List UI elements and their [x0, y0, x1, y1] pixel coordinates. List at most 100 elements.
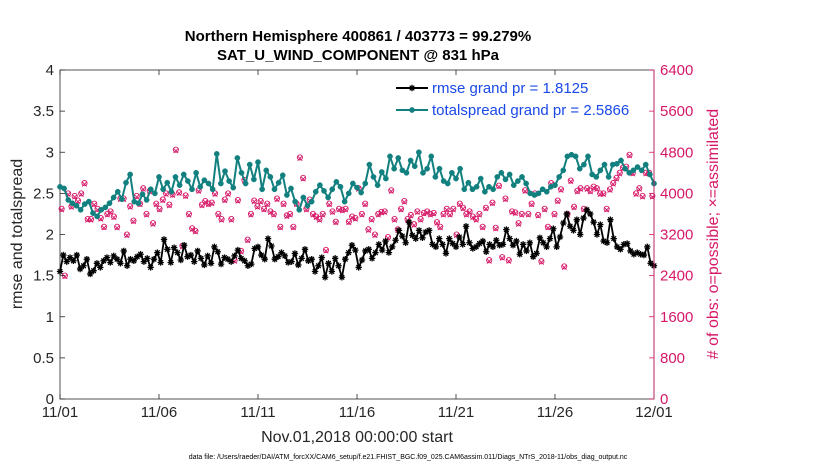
rmse-point — [321, 274, 329, 281]
totalspread-point — [477, 175, 484, 182]
rmse-point — [415, 227, 423, 234]
obs-assimilated-point — [72, 194, 78, 200]
totalspread-point — [618, 157, 624, 164]
obs-assimilated-point — [493, 226, 499, 232]
obs-possible-point — [349, 213, 356, 220]
rmse-point — [446, 235, 453, 242]
totalspread-point — [374, 182, 381, 188]
obs-assimilated-point — [434, 220, 440, 226]
totalspread-point — [242, 180, 249, 187]
obs-possible-point — [58, 205, 65, 212]
chart-title-line1: Northern Hemisphere 400861 / 403773 = 99… — [185, 28, 531, 45]
rmse-point — [533, 250, 540, 257]
totalspread-point — [523, 180, 529, 187]
obs-assimilated-point — [150, 221, 156, 227]
obs-possible-point — [192, 227, 199, 234]
y-right-tick-label: 6400 — [660, 62, 693, 79]
rmse-point — [227, 258, 235, 265]
rmse-point — [73, 251, 80, 259]
obs-assimilated-point — [418, 217, 424, 223]
totalspread-point — [543, 188, 550, 195]
obs-assimilated-point — [339, 208, 345, 214]
rmse-point — [117, 260, 124, 267]
obs-possible-point — [166, 201, 173, 208]
totalspread-point — [461, 186, 468, 193]
rmse-point — [56, 268, 64, 275]
rmse-point — [93, 260, 101, 267]
obs-assimilated-point — [607, 187, 613, 193]
rmse-point — [429, 241, 436, 248]
obs-assimilated-point — [228, 217, 234, 223]
totalspread-point — [65, 197, 72, 203]
obs-possible-point — [156, 205, 163, 212]
obs-possible-point — [388, 187, 395, 194]
totalspread-point — [436, 165, 443, 172]
rmse-point — [402, 239, 409, 246]
rmse-point — [432, 243, 440, 251]
totalspread-point — [420, 169, 426, 176]
totalspread-point — [329, 186, 336, 193]
rmse-point — [147, 264, 154, 271]
obs-assimilated-point — [124, 232, 130, 239]
rmse-point — [90, 267, 97, 274]
rmse-point — [560, 219, 567, 227]
rmse-point — [489, 243, 497, 251]
obs-assimilated-point — [196, 188, 202, 194]
rmse-point — [244, 262, 252, 269]
totalspread-point — [77, 206, 84, 213]
rmse-point — [301, 246, 309, 253]
totalspread-point — [378, 169, 385, 175]
obs-assimilated-point — [388, 188, 394, 194]
rmse-point — [378, 246, 386, 254]
totalspread-point — [585, 153, 591, 160]
obs-assimilated-point — [212, 191, 218, 198]
obs-assimilated-point — [310, 212, 316, 218]
totalspread-point — [230, 184, 237, 191]
rmse-point — [409, 232, 416, 239]
obs-possible-point — [342, 205, 349, 212]
obs-assimilated-point — [421, 211, 427, 217]
totalspread-point — [106, 200, 113, 207]
obs-assimilated-point — [600, 191, 607, 198]
obs-possible-point — [443, 205, 450, 212]
rmse-point — [160, 236, 168, 243]
obs-assimilated-point — [427, 212, 434, 218]
rmse-point — [486, 241, 493, 248]
rmse-point — [419, 234, 426, 241]
obs-possible-point — [587, 187, 594, 194]
obs-possible-point — [430, 209, 437, 216]
rmse-point — [271, 255, 278, 263]
rmse-point — [80, 262, 87, 269]
totalspread-point — [296, 206, 303, 213]
obs-possible-point — [502, 195, 509, 202]
totalspread-point — [482, 188, 488, 195]
rmse-point — [395, 227, 403, 234]
rmse-point — [580, 214, 587, 222]
obs-assimilated-point — [528, 202, 535, 208]
obs-assimilated-point — [297, 155, 303, 162]
rmse-point — [576, 231, 584, 238]
rmse-point — [476, 240, 483, 247]
rmse-point — [405, 218, 413, 226]
obs-assimilated-point — [633, 191, 639, 198]
totalspread-point — [362, 180, 369, 187]
y-right-tick-label: 5600 — [660, 103, 693, 120]
obs-assimilated-point — [613, 176, 620, 182]
obs-assimilated-point — [551, 212, 558, 218]
obs-possible-point — [610, 180, 617, 187]
rmse-point — [536, 234, 544, 241]
rmse-point — [150, 255, 158, 263]
totalspread-point — [473, 183, 480, 190]
totalspread-point — [358, 189, 364, 196]
rmse-point — [493, 237, 500, 244]
obs-assimilated-point — [398, 207, 404, 213]
obs-possible-point — [332, 218, 339, 225]
obs-assimilated-point — [509, 209, 515, 216]
obs-assimilated-point — [245, 238, 251, 244]
totalspread-point — [325, 194, 331, 201]
rmse-point — [308, 255, 315, 263]
obs-assimilated-point — [280, 202, 287, 208]
obs-assimilated-point — [574, 189, 580, 195]
rmse-point — [543, 243, 550, 251]
obs-assimilated-point — [130, 219, 137, 225]
